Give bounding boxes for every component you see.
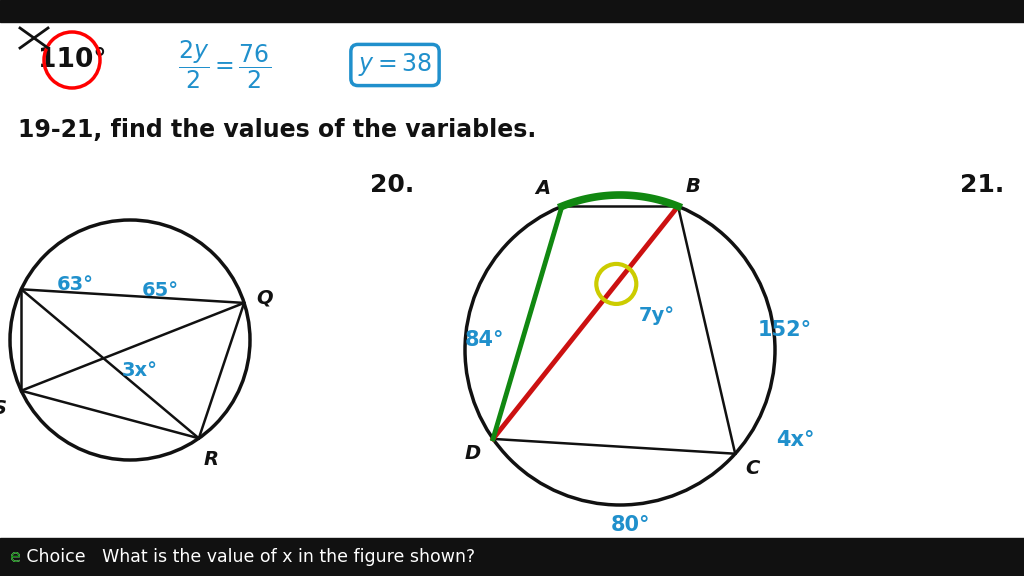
Text: R: R <box>204 450 219 469</box>
Text: 80°: 80° <box>610 515 650 535</box>
Text: -104  -104: -104 -104 <box>326 6 434 26</box>
Text: C: C <box>745 458 760 478</box>
Text: S: S <box>0 399 6 418</box>
Text: 7y°: 7y° <box>638 306 675 325</box>
Text: 152°: 152° <box>758 320 812 340</box>
Text: 3x°: 3x° <box>122 361 158 380</box>
Text: 21.: 21. <box>961 173 1005 197</box>
Text: D: D <box>465 444 481 463</box>
Text: 63°: 63° <box>56 275 93 294</box>
Text: 20.: 20. <box>370 173 415 197</box>
Text: 4x°: 4x° <box>776 430 814 450</box>
Text: A: A <box>535 179 550 198</box>
Text: 110°: 110° <box>38 47 106 73</box>
Text: $y=38$: $y=38$ <box>358 51 432 78</box>
Text: 84°: 84° <box>465 330 505 350</box>
Bar <box>0 0 1024 22</box>
Text: B: B <box>686 177 701 196</box>
Text: e: e <box>10 548 27 566</box>
Text: 65°: 65° <box>141 281 178 300</box>
Bar <box>0 538 1024 576</box>
Text: e Choice   What is the value of x in the figure shown?: e Choice What is the value of x in the f… <box>10 548 475 566</box>
Text: $\dfrac{2y}{2}=\dfrac{76}{2}$: $\dfrac{2y}{2}=\dfrac{76}{2}$ <box>178 39 271 91</box>
Text: 19-21, find the values of the variables.: 19-21, find the values of the variables. <box>18 118 537 142</box>
Text: Q: Q <box>256 289 272 308</box>
